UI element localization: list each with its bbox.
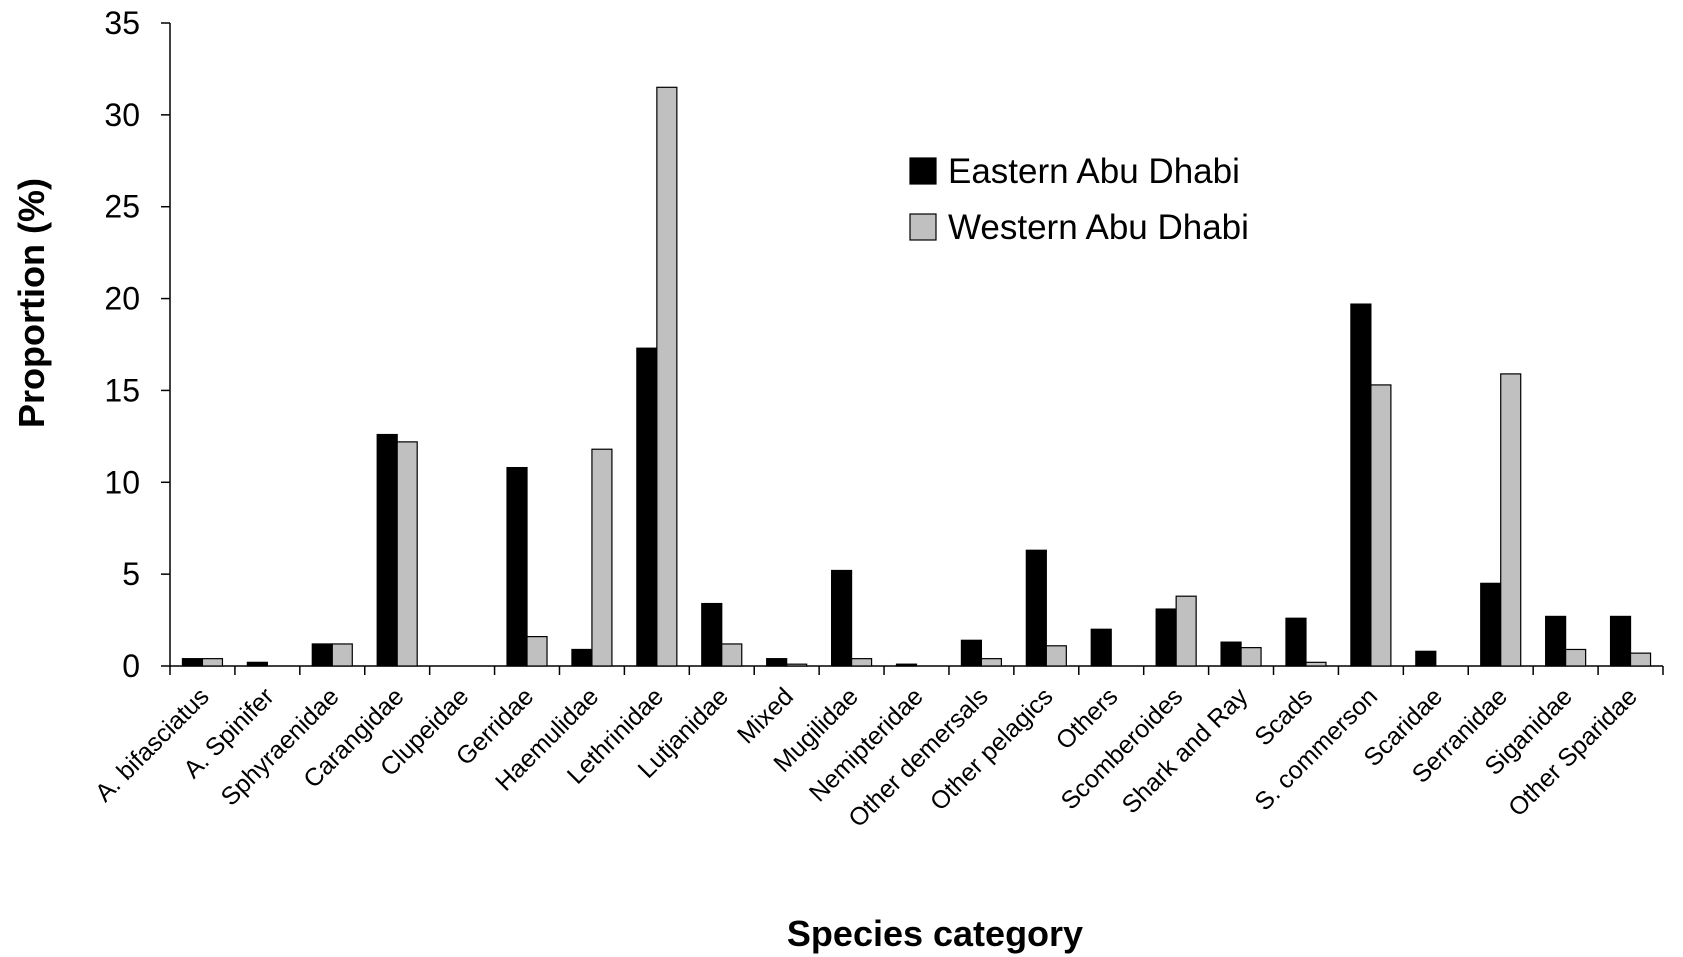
bar-eastern [830, 569, 853, 667]
y-axis-title: Proportion (%) [11, 178, 52, 428]
bar-eastern [1155, 608, 1177, 667]
bar-eastern [1415, 650, 1437, 667]
bar-eastern [311, 643, 333, 667]
bar-eastern [246, 661, 268, 667]
bar-western [1629, 652, 1652, 667]
y-tick-label: 35 [104, 5, 140, 41]
bar-western [1565, 648, 1587, 667]
bar-eastern [1545, 615, 1567, 667]
bar-western [591, 448, 613, 667]
legend: Eastern Abu Dhabi Western Abu Dhabi [909, 152, 1249, 247]
bar-western [201, 658, 224, 667]
legend-label-eastern: Eastern Abu Dhabi [948, 152, 1240, 191]
bar-western [396, 441, 418, 667]
bar-eastern [1609, 615, 1632, 667]
bar-eastern [960, 639, 983, 667]
legend-swatch-western [909, 213, 937, 241]
bars [181, 86, 1652, 667]
bar-western [980, 658, 1003, 667]
bar-eastern [895, 663, 918, 667]
bar-western [1045, 645, 1067, 667]
y-tick-label: 15 [104, 372, 140, 408]
bar-western [850, 658, 873, 667]
bar-eastern [1025, 549, 1047, 667]
bar-eastern [181, 658, 204, 667]
bar-western [1370, 384, 1392, 667]
y-axis: 0 5 10 15 20 25 30 35 [104, 5, 171, 684]
y-tick-label: 5 [122, 556, 140, 592]
bar-western [1175, 595, 1197, 667]
x-axis-title: Species category [787, 913, 1083, 954]
bar-eastern [1350, 303, 1372, 667]
bar-western [1500, 373, 1522, 667]
legend-swatch-eastern [909, 157, 937, 185]
y-tick-label: 10 [104, 464, 140, 500]
bar-eastern [636, 347, 658, 667]
bar-eastern [1090, 628, 1112, 667]
bar-eastern [1285, 617, 1307, 667]
bar-western [331, 643, 353, 667]
bar-western [786, 663, 808, 667]
bar-western [526, 636, 548, 667]
bar-eastern [376, 433, 398, 667]
bar-western [656, 86, 678, 667]
bar-eastern [506, 466, 528, 667]
bar-eastern [1220, 641, 1242, 667]
y-tick-label: 30 [104, 97, 140, 133]
legend-label-western: Western Abu Dhabi [948, 208, 1249, 247]
y-tick-label: 25 [104, 189, 140, 225]
bar-western [1305, 661, 1327, 667]
bar-eastern [571, 648, 593, 667]
bar-western [721, 643, 743, 667]
bar-western [1240, 647, 1262, 667]
y-tick-label: 20 [104, 281, 140, 317]
y-tick-label: 0 [122, 648, 140, 684]
bar-eastern [1480, 582, 1502, 667]
bar-eastern [766, 658, 788, 667]
bar-eastern [701, 602, 723, 667]
